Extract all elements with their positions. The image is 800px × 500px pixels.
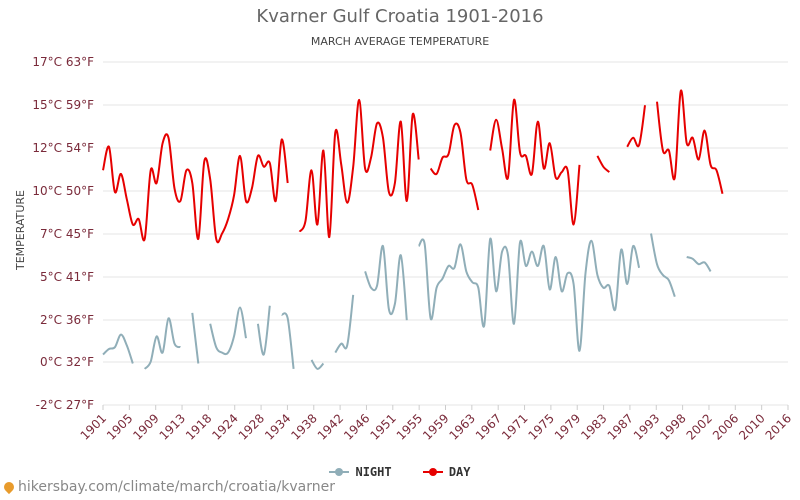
y-tick-label: 2°C 36°F	[40, 313, 94, 327]
x-tick-label: 1928	[236, 411, 267, 442]
series-line-night[interactable]	[143, 317, 181, 370]
x-tick-label: 1971	[499, 411, 530, 442]
x-tick-label: 1901	[78, 411, 109, 442]
x-tick-label: 2002	[684, 411, 715, 442]
footer-link[interactable]: hikersbay.com/climate/march/croatia/kvar…	[1, 479, 336, 495]
series-line-night[interactable]	[191, 312, 200, 364]
y-tick-label: 17°C 63°F	[32, 55, 94, 69]
x-tick-label: 2006	[710, 411, 741, 442]
x-tick-label: 1909	[130, 411, 161, 442]
x-tick-label: 1993	[631, 411, 662, 442]
y-tick-label: 15°C 59°F	[32, 98, 94, 112]
legend-item-day[interactable]: DAY	[422, 465, 471, 479]
series-line-day[interactable]	[102, 133, 289, 244]
x-tick-label: 2016	[763, 411, 794, 442]
series-day	[102, 89, 724, 244]
grid-layer	[103, 61, 788, 406]
y-tick-label: -2°C 27°F	[36, 398, 94, 412]
y-tick-label: 12°C 54°F	[32, 141, 94, 155]
legend-item-night[interactable]: NIGHT	[329, 465, 392, 479]
y-tick-label: 0°C 32°F	[40, 355, 94, 369]
y-axis-label: TEMPERATURE	[14, 190, 27, 271]
x-tick-label: 1967	[473, 411, 504, 442]
x-tick-label: 1918	[183, 411, 214, 442]
y-tick-label: 10°C 50°F	[32, 184, 94, 198]
x-tick-label: 1959	[420, 411, 451, 442]
x-tick-label: 1955	[394, 411, 425, 442]
footer-url: hikersbay.com/climate/march/croatia/kvar…	[18, 479, 336, 495]
x-tick-label: 1975	[526, 411, 557, 442]
series-line-day[interactable]	[656, 89, 724, 195]
x-tick-label: 1946	[341, 411, 372, 442]
legend-swatch-night	[329, 468, 350, 476]
x-tick-label: 1963	[446, 411, 477, 442]
series-line-day[interactable]	[429, 122, 480, 211]
x-tick-label: 1905	[104, 411, 135, 442]
location-pin-icon	[1, 479, 17, 495]
series-layer	[102, 89, 724, 370]
x-tick-label: 1983	[578, 411, 609, 442]
series-night	[102, 233, 712, 370]
x-tick-label: 1951	[367, 411, 398, 442]
x-tick-label: 1942	[315, 411, 346, 442]
series-line-day[interactable]	[596, 155, 610, 173]
series-line-night[interactable]	[256, 305, 271, 356]
legend-label-night: NIGHT	[355, 465, 392, 479]
series-line-night[interactable]	[310, 359, 325, 370]
chart-legend: NIGHT DAY	[0, 462, 800, 479]
series-line-night[interactable]	[334, 294, 355, 354]
chart-subtitle: MARCH AVERAGE TEMPERATURE	[310, 35, 490, 48]
series-line-night[interactable]	[686, 256, 712, 272]
series-line-night[interactable]	[281, 312, 295, 370]
series-line-night[interactable]	[417, 237, 641, 352]
chart-title: Kvarner Gulf Croatia 1901-2016	[256, 6, 544, 27]
legend-swatch-day	[422, 468, 443, 476]
series-line-night[interactable]	[650, 233, 676, 298]
y-tick-label: 7°C 45°F	[40, 227, 94, 241]
series-line-night[interactable]	[102, 333, 134, 364]
x-tick-label: 2010	[736, 411, 767, 442]
x-tick-label: 1934	[262, 411, 293, 442]
series-line-day[interactable]	[489, 98, 581, 226]
x-tick-label: 1987	[605, 411, 636, 442]
series-line-night[interactable]	[209, 306, 247, 356]
legend-label-day: DAY	[448, 465, 471, 479]
y-tick-label: 5°C 41°F	[40, 270, 94, 284]
y-axis: -2°C 27°F 0°C 32°F 2°C 36°F 5°C 41°F 7°C 45°…	[32, 55, 94, 412]
series-line-day[interactable]	[626, 105, 646, 148]
x-tick-label: 1998	[657, 411, 688, 442]
x-tick-label: 1979	[552, 411, 583, 442]
series-line-night[interactable]	[364, 245, 408, 321]
x-tick-label: 1938	[288, 411, 319, 442]
x-axis: 1901190519091913191819241928193419381942…	[78, 405, 794, 443]
x-tick-label: 1924	[209, 411, 240, 442]
x-tick-label: 1913	[157, 411, 188, 442]
series-line-day[interactable]	[298, 98, 420, 239]
